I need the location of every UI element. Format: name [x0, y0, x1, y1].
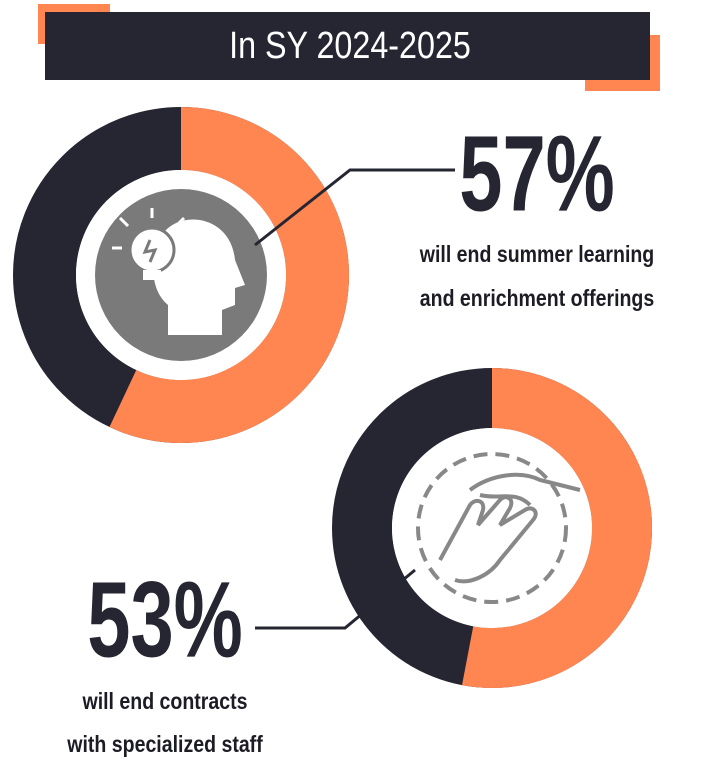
value-label: 53% — [87, 559, 243, 680]
description: and enrichment offerings — [420, 286, 654, 312]
connector — [254, 168, 455, 247]
description: will end contracts — [82, 689, 248, 715]
title: In SY 2024-2025 — [229, 25, 471, 67]
hands-icon — [416, 452, 581, 604]
donut-hole — [392, 428, 592, 628]
head-icon — [112, 208, 245, 335]
description: will end summer learning — [419, 242, 654, 268]
donut-segment — [462, 368, 652, 688]
value-label: 57% — [459, 113, 615, 234]
connector — [255, 568, 416, 630]
donut-segment — [109, 107, 349, 443]
header-bar — [45, 12, 650, 80]
charts: 57% will end summer learning and enrichmen… — [13, 107, 654, 758]
description: with specialized staff — [66, 732, 263, 758]
